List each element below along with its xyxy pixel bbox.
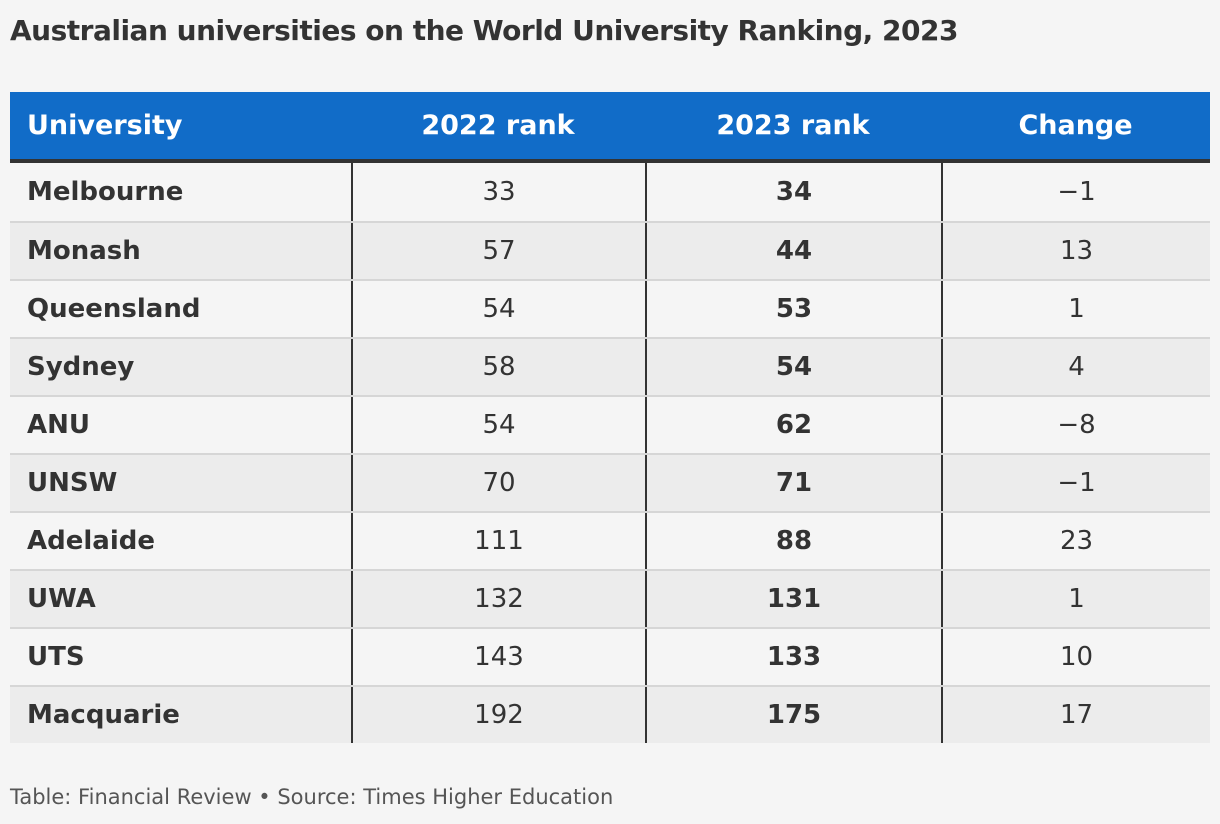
rank-2023-cell: 54	[645, 339, 941, 395]
table-body: Melbourne 33 34 −1 Monash 57 44 13 Queensland 54 5…	[10, 163, 1210, 743]
rank-2022-cell: 58	[351, 339, 645, 395]
university-cell: Melbourne	[27, 177, 184, 207]
rank-2023-cell: 53	[645, 281, 941, 337]
change-cell: −8	[941, 397, 1210, 453]
rank-2022-cell: 111	[351, 513, 645, 569]
rank-2023-cell: 131	[645, 571, 941, 627]
change-cell: 1	[941, 571, 1210, 627]
source-note: Table: Financial Review • Source: Times …	[10, 785, 614, 809]
university-cell: Queensland	[27, 294, 201, 324]
table-row: Queensland 54 53 1	[10, 279, 1210, 337]
rank-2022-cell: 143	[351, 629, 645, 685]
change-cell: −1	[941, 455, 1210, 511]
rank-2023-cell: 62	[645, 397, 941, 453]
table-row: UWA 132 131 1	[10, 569, 1210, 627]
column-header-change: Change	[1018, 110, 1133, 141]
table-row: Sydney 58 54 4	[10, 337, 1210, 395]
rank-2022-cell: 132	[351, 571, 645, 627]
table-header: University 2022 rank 2023 rank Change	[10, 92, 1210, 163]
table-row: Monash 57 44 13	[10, 221, 1210, 279]
university-cell: UTS	[27, 642, 85, 672]
table-row: UNSW 70 71 −1	[10, 453, 1210, 511]
rank-2022-cell: 54	[351, 397, 645, 453]
chart-title: Australian universities on the World Uni…	[10, 14, 958, 47]
rank-2022-cell: 192	[351, 687, 645, 743]
table-row: ANU 54 62 −8	[10, 395, 1210, 453]
table-row: Melbourne 33 34 −1	[10, 163, 1210, 221]
change-cell: 13	[941, 223, 1210, 279]
change-cell: 17	[941, 687, 1210, 743]
university-cell: Monash	[27, 236, 141, 266]
rank-2023-cell: 71	[645, 455, 941, 511]
university-cell: Macquarie	[27, 700, 180, 730]
table-row: Adelaide 111 88 23	[10, 511, 1210, 569]
university-cell: UNSW	[27, 468, 118, 498]
rank-2023-cell: 88	[645, 513, 941, 569]
rank-2022-cell: 33	[351, 163, 645, 221]
rank-2023-cell: 133	[645, 629, 941, 685]
rank-2022-cell: 57	[351, 223, 645, 279]
university-cell: ANU	[27, 410, 90, 440]
rank-2023-cell: 34	[645, 163, 941, 221]
column-header-university: University	[27, 110, 183, 141]
column-header-2022-rank: 2022 rank	[421, 110, 575, 141]
rank-2023-cell: 175	[645, 687, 941, 743]
change-cell: 4	[941, 339, 1210, 395]
rank-2022-cell: 54	[351, 281, 645, 337]
ranking-table: University 2022 rank 2023 rank Change Me…	[10, 92, 1210, 743]
change-cell: 23	[941, 513, 1210, 569]
university-cell: Sydney	[27, 352, 135, 382]
rank-2023-cell: 44	[645, 223, 941, 279]
table-row: UTS 143 133 10	[10, 627, 1210, 685]
table-row: Macquarie 192 175 17	[10, 685, 1210, 743]
university-cell: Adelaide	[27, 526, 155, 556]
change-cell: 1	[941, 281, 1210, 337]
rank-2022-cell: 70	[351, 455, 645, 511]
change-cell: −1	[941, 163, 1210, 221]
change-cell: 10	[941, 629, 1210, 685]
university-cell: UWA	[27, 584, 96, 614]
column-header-2023-rank: 2023 rank	[716, 110, 870, 141]
